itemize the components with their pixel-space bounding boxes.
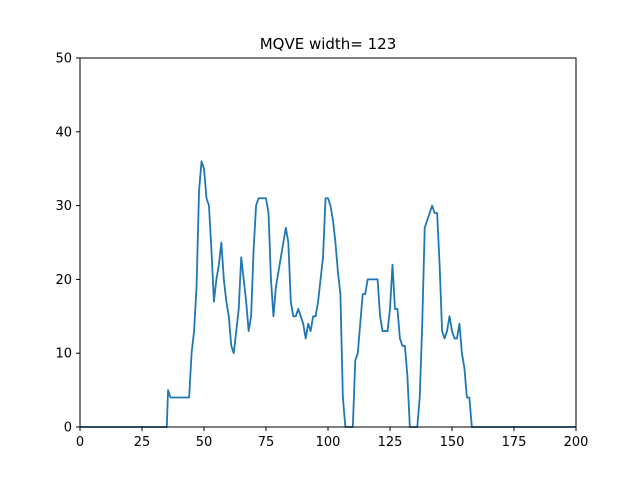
y-tick-label-10: 10 xyxy=(55,347,72,362)
y-tick-label-20: 20 xyxy=(55,273,72,288)
x-tick-label-25: 25 xyxy=(134,435,151,450)
x-tick-label-50: 50 xyxy=(196,435,213,450)
x-tick-label-0: 0 xyxy=(76,435,84,450)
series-line-0 xyxy=(80,160,576,428)
x-tick-label-125: 125 xyxy=(378,435,403,450)
y-tick-label-40: 40 xyxy=(55,125,72,140)
chart-title: MQVE width= 123 xyxy=(260,35,397,53)
x-tick-label-75: 75 xyxy=(258,435,275,450)
x-tick-label-100: 100 xyxy=(316,435,341,450)
series-layer xyxy=(80,160,576,428)
x-tick-label-175: 175 xyxy=(502,435,527,450)
axes-layer: 0 25 50 75 100 125 150 175 200 0 10 20 30 40 50 xyxy=(55,52,588,451)
x-tick-label-150: 150 xyxy=(440,435,465,450)
y-tick-label-50: 50 xyxy=(55,52,72,67)
y-tick-label-0: 0 xyxy=(64,421,72,436)
y-tick-label-30: 30 xyxy=(55,199,72,214)
x-tick-label-200: 200 xyxy=(564,435,589,450)
